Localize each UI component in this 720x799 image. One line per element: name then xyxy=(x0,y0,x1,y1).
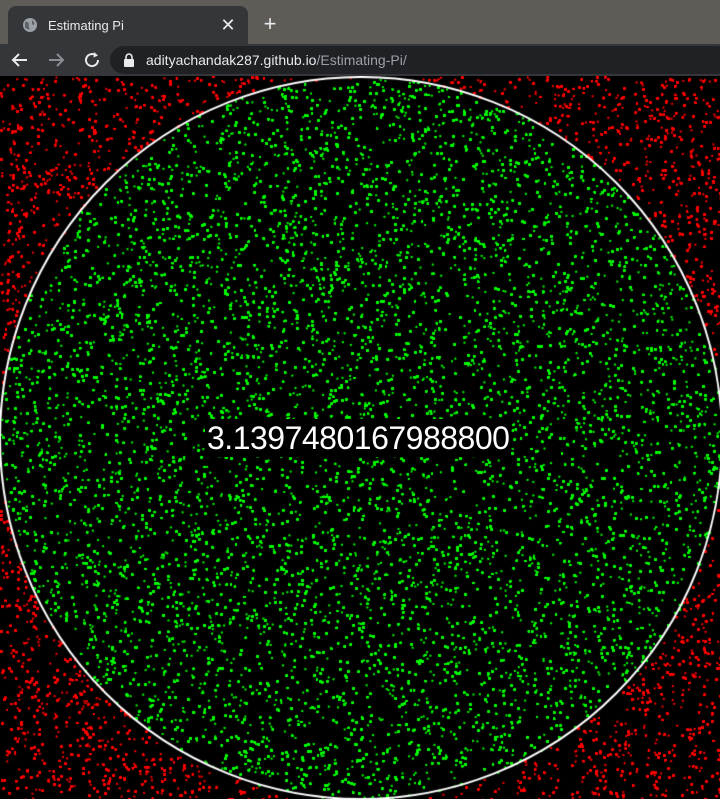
page-viewport: 3.1397480167988800 xyxy=(0,76,720,799)
reload-icon xyxy=(85,52,100,68)
lock-icon xyxy=(122,53,136,67)
forward-button[interactable] xyxy=(40,46,72,74)
close-tab-icon[interactable]: ✕ xyxy=(220,15,236,35)
tab-title: Estimating Pi xyxy=(48,17,124,33)
url-path: /Estimating-Pi/ xyxy=(316,52,407,68)
url-text: adityachandak287.github.io/Estimating-Pi… xyxy=(146,52,407,68)
back-button[interactable] xyxy=(4,46,36,74)
browser-tab[interactable]: Estimating Pi ✕ xyxy=(8,6,248,44)
arrow-right-icon xyxy=(49,53,65,67)
browser-toolbar: adityachandak287.github.io/Estimating-Pi… xyxy=(0,44,720,76)
globe-icon xyxy=(22,17,38,33)
arrow-left-icon xyxy=(11,53,27,67)
new-tab-button[interactable]: + xyxy=(263,11,277,36)
reload-button[interactable] xyxy=(76,46,108,74)
pi-estimate-label: 3.1397480167988800 xyxy=(205,419,512,457)
url-host: adityachandak287.github.io xyxy=(146,52,317,68)
tab-strip: Estimating Pi ✕ + xyxy=(0,0,720,44)
address-bar[interactable]: adityachandak287.github.io/Estimating-Pi… xyxy=(110,46,720,74)
